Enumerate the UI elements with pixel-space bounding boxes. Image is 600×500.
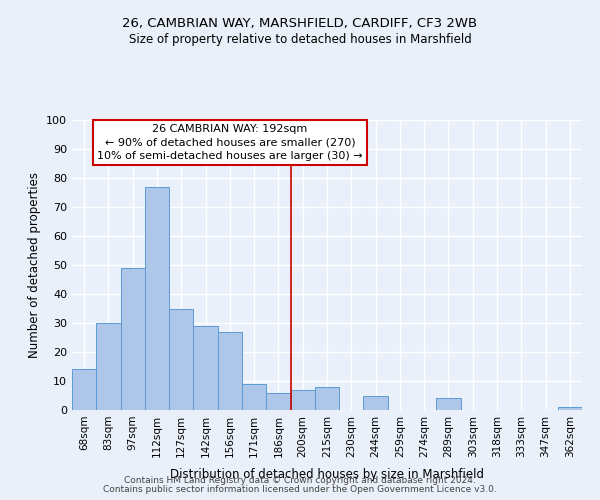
Bar [558,407,582,410]
Text: 26, CAMBRIAN WAY, MARSHFIELD, CARDIFF, CF3 2WB: 26, CAMBRIAN WAY, MARSHFIELD, CARDIFF, C… [122,18,478,30]
Text: Contains HM Land Registry data © Crown copyright and database right 2024.: Contains HM Land Registry data © Crown c… [124,476,476,485]
Bar [145,186,169,410]
Bar [364,396,388,410]
Y-axis label: Number of detached properties: Number of detached properties [28,172,41,358]
Bar [436,398,461,410]
Bar [290,390,315,410]
Bar [242,384,266,410]
Text: Contains public sector information licensed under the Open Government Licence v3: Contains public sector information licen… [103,485,497,494]
Bar [121,268,145,410]
Bar [96,323,121,410]
Bar [169,308,193,410]
Bar [266,392,290,410]
Bar [218,332,242,410]
Bar [193,326,218,410]
Text: Size of property relative to detached houses in Marshfield: Size of property relative to detached ho… [128,32,472,46]
Bar [315,387,339,410]
Bar [72,370,96,410]
X-axis label: Distribution of detached houses by size in Marshfield: Distribution of detached houses by size … [170,468,484,481]
Text: 26 CAMBRIAN WAY: 192sqm
← 90% of detached houses are smaller (270)
10% of semi-d: 26 CAMBRIAN WAY: 192sqm ← 90% of detache… [97,124,363,161]
